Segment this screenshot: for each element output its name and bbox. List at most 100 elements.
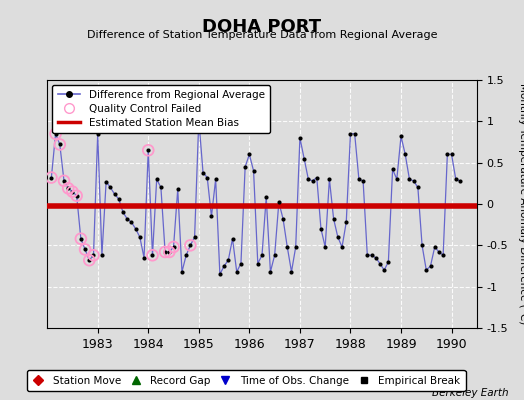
Point bbox=[144, 147, 152, 154]
Point bbox=[72, 192, 81, 199]
Point bbox=[47, 174, 56, 181]
Point bbox=[132, 226, 140, 232]
Point bbox=[413, 184, 422, 191]
Point bbox=[397, 133, 405, 140]
Point bbox=[186, 242, 194, 248]
Point bbox=[136, 234, 144, 240]
Point bbox=[443, 151, 452, 158]
Point bbox=[190, 234, 199, 240]
Point bbox=[427, 263, 435, 269]
Point bbox=[351, 130, 359, 137]
Point bbox=[169, 244, 178, 250]
Point bbox=[342, 219, 351, 225]
Point bbox=[313, 174, 321, 181]
Point bbox=[418, 242, 426, 248]
Point bbox=[330, 216, 338, 222]
Point bbox=[85, 257, 93, 264]
Point bbox=[401, 151, 409, 158]
Point bbox=[140, 254, 148, 261]
Point bbox=[93, 130, 102, 137]
Point bbox=[165, 249, 173, 255]
Point bbox=[157, 184, 165, 191]
Point bbox=[363, 252, 372, 258]
Point bbox=[275, 199, 283, 206]
Point bbox=[77, 236, 85, 242]
Point bbox=[102, 178, 111, 185]
Point bbox=[435, 249, 443, 255]
Point bbox=[245, 151, 254, 158]
Point bbox=[287, 268, 296, 275]
Point bbox=[283, 244, 291, 250]
Point bbox=[98, 252, 106, 258]
Point bbox=[148, 252, 157, 258]
Point bbox=[291, 244, 300, 250]
Point bbox=[148, 252, 157, 258]
Point bbox=[359, 178, 367, 184]
Point bbox=[186, 242, 194, 248]
Point bbox=[199, 169, 207, 176]
Point bbox=[334, 234, 342, 240]
Point bbox=[431, 244, 439, 250]
Point bbox=[68, 188, 77, 195]
Point bbox=[296, 135, 304, 141]
Point bbox=[56, 141, 64, 148]
Point bbox=[308, 178, 316, 184]
Point bbox=[115, 196, 123, 202]
Point bbox=[355, 176, 363, 182]
Point bbox=[169, 244, 178, 250]
Point bbox=[321, 244, 330, 250]
Point bbox=[56, 141, 64, 148]
Point bbox=[233, 268, 241, 275]
Point bbox=[338, 244, 346, 250]
Point bbox=[237, 260, 245, 267]
Point bbox=[165, 249, 173, 255]
Point bbox=[178, 268, 186, 275]
Point bbox=[380, 267, 388, 273]
Point bbox=[77, 236, 85, 242]
Point bbox=[182, 252, 190, 258]
Point bbox=[51, 130, 60, 137]
Point bbox=[161, 249, 169, 255]
Legend: Difference from Regional Average, Quality Control Failed, Estimated Station Mean: Difference from Regional Average, Qualit… bbox=[52, 85, 270, 133]
Point bbox=[384, 259, 392, 265]
Point bbox=[447, 151, 456, 158]
Point bbox=[224, 257, 233, 264]
Point bbox=[405, 176, 413, 182]
Point bbox=[372, 254, 380, 261]
Point bbox=[304, 176, 312, 182]
Point bbox=[422, 267, 431, 273]
Point bbox=[220, 263, 228, 269]
Point bbox=[81, 246, 89, 253]
Point bbox=[60, 178, 68, 184]
Point bbox=[270, 252, 279, 258]
Point bbox=[208, 213, 216, 220]
Point bbox=[216, 271, 224, 278]
Point bbox=[81, 246, 89, 253]
Point bbox=[152, 176, 161, 182]
Point bbox=[212, 176, 220, 182]
Point bbox=[161, 249, 169, 255]
Point bbox=[89, 252, 97, 258]
Point bbox=[51, 130, 60, 137]
Point bbox=[144, 147, 152, 154]
Point bbox=[47, 174, 56, 181]
Point bbox=[258, 252, 266, 258]
Point bbox=[300, 155, 308, 162]
Point bbox=[106, 184, 115, 191]
Point bbox=[173, 186, 182, 192]
Point bbox=[127, 219, 136, 225]
Point bbox=[68, 188, 77, 195]
Point bbox=[249, 168, 258, 174]
Point bbox=[452, 176, 460, 182]
Point bbox=[367, 252, 376, 258]
Y-axis label: Monthly Temperature Anomaly Difference (°C): Monthly Temperature Anomaly Difference (… bbox=[518, 83, 524, 325]
Point bbox=[119, 209, 127, 216]
Point bbox=[72, 192, 81, 199]
Point bbox=[85, 257, 93, 264]
Text: Difference of Station Temperature Data from Regional Average: Difference of Station Temperature Data f… bbox=[87, 30, 437, 40]
Point bbox=[64, 185, 72, 192]
Point bbox=[64, 185, 72, 192]
Point bbox=[266, 268, 275, 275]
Point bbox=[254, 260, 262, 267]
Point bbox=[317, 226, 325, 232]
